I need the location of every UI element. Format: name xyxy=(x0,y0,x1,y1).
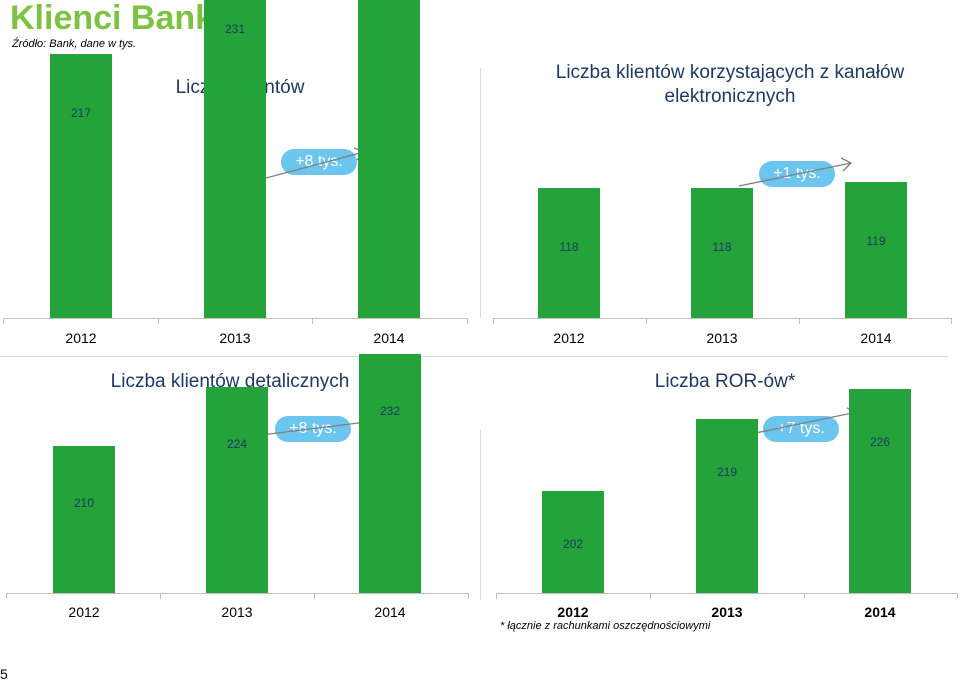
x-axis xyxy=(493,318,951,319)
x-axis-tick xyxy=(957,593,958,599)
bar xyxy=(845,181,907,318)
x-axis-tick xyxy=(158,318,159,324)
x-axis-tick xyxy=(468,593,469,599)
x-axis-tick xyxy=(804,593,805,599)
x-tick-label: 2012 xyxy=(68,604,100,620)
x-tick-label: 2014 xyxy=(373,330,405,346)
trend-arrow-icon xyxy=(740,407,859,437)
chart-title-retail: Liczba klientów detalicznych xyxy=(110,371,350,392)
bar xyxy=(50,54,112,318)
source-note: Źródło: Bank, dane w tys. xyxy=(12,38,137,50)
trend-arrow-icon xyxy=(738,157,853,187)
x-axis xyxy=(3,318,467,319)
bar xyxy=(538,188,600,318)
vertical-divider-bottom xyxy=(480,430,481,600)
footnote: * łącznie z rachunkami oszczędnościowymi xyxy=(500,620,711,632)
bar-value-label: 219 xyxy=(716,464,738,479)
x-axis-tick xyxy=(3,318,4,324)
trend-arrow-icon xyxy=(265,147,366,179)
x-tick-label: 2013 xyxy=(219,330,251,346)
change-badge-ror: +7 tys. xyxy=(763,416,839,442)
x-tick-label: 2013 xyxy=(221,604,253,620)
horizontal-divider xyxy=(0,356,948,357)
x-axis-tick xyxy=(496,593,497,599)
bar-value-label: 119 xyxy=(866,233,886,248)
bar xyxy=(359,353,421,593)
x-axis xyxy=(496,593,957,594)
bar xyxy=(691,188,753,318)
x-axis-tick xyxy=(951,318,952,324)
x-axis-tick xyxy=(6,593,7,599)
bar-value-label: 232 xyxy=(379,403,401,418)
x-tick-label: 2014 xyxy=(374,604,406,620)
x-tick-label: 2014 xyxy=(860,330,892,346)
x-tick-label: 2014 xyxy=(864,604,896,620)
bar-value-label: 226 xyxy=(869,435,891,449)
x-axis-tick xyxy=(312,318,313,324)
page-title: Klienci Banku xyxy=(10,0,235,37)
x-axis-tick xyxy=(467,318,468,324)
bar-value-label: 202 xyxy=(562,537,584,551)
vertical-divider-top xyxy=(480,68,481,318)
x-tick-label: 2013 xyxy=(711,604,743,620)
x-axis-tick xyxy=(650,593,651,599)
bar xyxy=(849,389,911,593)
bar xyxy=(53,446,115,593)
x-axis-tick xyxy=(493,318,494,324)
bar-value-label: 224 xyxy=(226,437,248,452)
chart-title-ror: Liczba ROR-ów* xyxy=(654,371,796,392)
x-tick-label: 2012 xyxy=(65,330,97,346)
x-axis-tick xyxy=(314,593,315,599)
x-axis-tick xyxy=(799,318,800,324)
x-tick-label: 2012 xyxy=(557,604,589,620)
x-axis xyxy=(6,593,468,594)
bar-value-label: 210 xyxy=(73,496,95,510)
bar xyxy=(204,0,266,318)
bar xyxy=(696,418,758,593)
bar-value-label: 231 xyxy=(224,22,246,36)
page-number: 5 xyxy=(0,666,8,682)
bar xyxy=(542,491,604,593)
change-badge-retail: +8 tys. xyxy=(275,416,351,442)
chart-title-electronic: Liczba klientów korzystających z kanałów… xyxy=(555,62,905,107)
bar xyxy=(206,387,268,593)
x-axis-tick xyxy=(646,318,647,324)
bar xyxy=(358,0,420,318)
bar-value-label: 217 xyxy=(70,106,92,120)
x-axis-tick xyxy=(160,593,161,599)
x-tick-label: 2012 xyxy=(553,330,585,346)
x-tick-label: 2013 xyxy=(706,330,738,346)
bar-value-label: 118 xyxy=(559,240,579,254)
bar-value-label: 118 xyxy=(712,240,732,254)
